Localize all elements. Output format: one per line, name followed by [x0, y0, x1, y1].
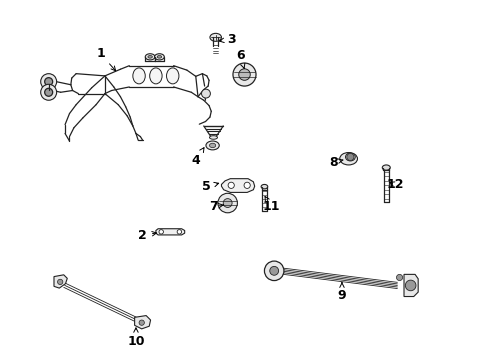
- Ellipse shape: [133, 68, 145, 84]
- Circle shape: [177, 230, 181, 234]
- Text: 8: 8: [328, 156, 343, 169]
- Text: 10: 10: [127, 328, 144, 348]
- Circle shape: [405, 280, 415, 291]
- Text: 12: 12: [386, 178, 403, 191]
- Circle shape: [244, 182, 250, 188]
- Circle shape: [41, 84, 57, 100]
- Ellipse shape: [205, 141, 219, 150]
- Circle shape: [396, 274, 402, 280]
- Text: 2: 2: [138, 229, 156, 242]
- Circle shape: [232, 63, 256, 86]
- Circle shape: [139, 320, 144, 325]
- Ellipse shape: [382, 165, 389, 170]
- Polygon shape: [221, 179, 254, 192]
- Ellipse shape: [345, 153, 355, 161]
- Ellipse shape: [149, 68, 162, 84]
- Text: 6: 6: [235, 49, 244, 68]
- Circle shape: [44, 78, 53, 86]
- Ellipse shape: [147, 55, 152, 58]
- Polygon shape: [156, 229, 184, 235]
- Circle shape: [346, 153, 353, 161]
- Ellipse shape: [145, 54, 155, 60]
- Text: 1: 1: [96, 47, 116, 71]
- Circle shape: [41, 74, 57, 90]
- Text: 11: 11: [262, 197, 279, 213]
- Circle shape: [159, 230, 163, 234]
- Ellipse shape: [157, 55, 162, 58]
- Text: 4: 4: [191, 148, 203, 167]
- Circle shape: [58, 279, 63, 284]
- Ellipse shape: [339, 153, 357, 165]
- Text: 9: 9: [337, 283, 346, 302]
- Ellipse shape: [209, 136, 217, 139]
- Polygon shape: [54, 275, 67, 288]
- Circle shape: [223, 199, 232, 207]
- Ellipse shape: [209, 33, 221, 41]
- Polygon shape: [134, 316, 150, 329]
- Circle shape: [269, 266, 278, 275]
- Ellipse shape: [209, 143, 215, 148]
- Ellipse shape: [166, 68, 179, 84]
- Circle shape: [238, 69, 250, 80]
- Circle shape: [227, 182, 234, 188]
- Polygon shape: [403, 274, 417, 297]
- Circle shape: [44, 88, 53, 96]
- Ellipse shape: [154, 54, 164, 60]
- Circle shape: [218, 193, 237, 213]
- Text: 7: 7: [209, 200, 223, 213]
- Text: 5: 5: [202, 180, 218, 193]
- Circle shape: [264, 261, 284, 280]
- Ellipse shape: [261, 184, 267, 189]
- Text: 3: 3: [219, 33, 235, 46]
- Circle shape: [201, 89, 210, 98]
